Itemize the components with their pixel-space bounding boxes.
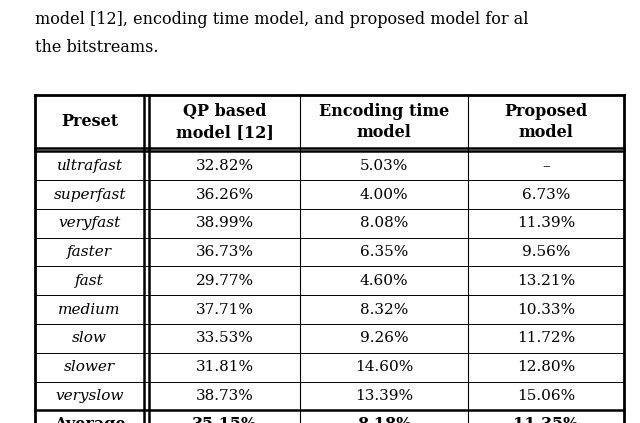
Text: 11.72%: 11.72% [517,331,575,346]
Text: 36.26%: 36.26% [196,187,254,202]
Text: veryslow: veryslow [56,389,124,403]
Text: 35.15%: 35.15% [192,416,257,423]
Text: 31.81%: 31.81% [196,360,254,374]
Text: Preset: Preset [61,113,118,130]
Text: fast: fast [76,274,104,288]
Text: 9.56%: 9.56% [522,245,570,259]
Text: the bitstreams.: the bitstreams. [35,39,159,56]
Text: model [12], encoding time model, and proposed model for al: model [12], encoding time model, and pro… [35,11,529,27]
Text: faster: faster [67,245,112,259]
Text: 8.32%: 8.32% [360,302,408,317]
Text: Encoding time
model: Encoding time model [319,103,449,140]
Text: QP based
model [12]: QP based model [12] [176,103,274,140]
Text: 29.77%: 29.77% [196,274,254,288]
Text: 6.73%: 6.73% [522,187,570,202]
Text: 33.53%: 33.53% [196,331,253,346]
Text: 4.00%: 4.00% [360,187,408,202]
Text: 9.26%: 9.26% [360,331,408,346]
Text: 38.73%: 38.73% [196,389,253,403]
Text: 6.35%: 6.35% [360,245,408,259]
Text: medium: medium [58,302,121,317]
Text: superfast: superfast [53,187,126,202]
Text: 13.21%: 13.21% [517,274,575,288]
Text: 4.60%: 4.60% [360,274,408,288]
Text: 37.71%: 37.71% [196,302,253,317]
Text: 13.39%: 13.39% [355,389,413,403]
Text: –: – [542,159,550,173]
Text: ultrafast: ultrafast [57,159,123,173]
Text: Proposed
model: Proposed model [504,103,588,140]
Text: Average: Average [54,416,125,423]
Text: 8.18%: 8.18% [357,416,412,423]
Text: 15.06%: 15.06% [517,389,575,403]
Text: slow: slow [72,331,107,346]
Text: veryfast: veryfast [58,216,121,231]
Text: 12.80%: 12.80% [517,360,575,374]
Text: 36.73%: 36.73% [196,245,253,259]
Text: 11.39%: 11.39% [517,216,575,231]
Text: 5.03%: 5.03% [360,159,408,173]
Text: 11.35%: 11.35% [513,416,579,423]
Text: 10.33%: 10.33% [517,302,575,317]
Text: 8.08%: 8.08% [360,216,408,231]
Text: 14.60%: 14.60% [355,360,413,374]
Text: slower: slower [64,360,115,374]
Text: 32.82%: 32.82% [196,159,254,173]
Text: 38.99%: 38.99% [196,216,254,231]
